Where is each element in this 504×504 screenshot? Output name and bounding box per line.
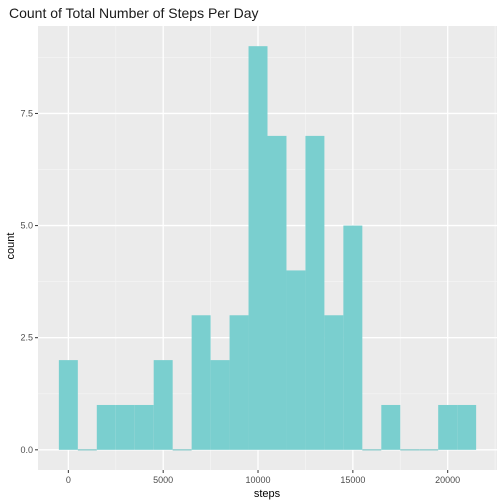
histogram-bars bbox=[58, 46, 477, 451]
y-tick-label: 2.5 bbox=[20, 333, 33, 343]
histogram-bar bbox=[248, 46, 268, 450]
histogram-bar bbox=[438, 404, 458, 450]
y-tick-label: 7.5 bbox=[20, 108, 33, 118]
histogram-bar bbox=[134, 404, 154, 450]
histogram-bar bbox=[381, 404, 401, 450]
x-tick-label: 15000 bbox=[340, 475, 365, 485]
y-axis-ticks: 0.0 2.5 5.0 7.5 bbox=[20, 108, 38, 455]
x-tick-label: 5000 bbox=[153, 475, 173, 485]
histogram-bar bbox=[343, 225, 363, 450]
x-axis-ticks: 0 5000 10000 15000 20000 bbox=[66, 470, 460, 485]
histogram-bar bbox=[191, 315, 211, 450]
chart-title: Count of Total Number of Steps Per Day bbox=[9, 5, 259, 21]
histogram-bar bbox=[210, 360, 230, 450]
y-axis-label: count bbox=[5, 233, 17, 260]
histogram-bar bbox=[457, 404, 477, 450]
histogram-bar bbox=[58, 360, 78, 450]
x-axis-label: steps bbox=[254, 488, 281, 500]
histogram-bar bbox=[229, 315, 249, 450]
histogram-bar bbox=[96, 404, 116, 450]
histogram-bar bbox=[305, 135, 325, 450]
histogram-bar bbox=[115, 404, 135, 450]
histogram-bar bbox=[286, 270, 306, 450]
x-tick-label: 0 bbox=[66, 475, 71, 485]
y-tick-label: 5.0 bbox=[20, 221, 33, 231]
histogram-bar bbox=[324, 315, 344, 450]
histogram-bar bbox=[153, 360, 173, 450]
y-tick-label: 0.0 bbox=[20, 445, 33, 455]
histogram-bar bbox=[267, 135, 287, 450]
x-tick-label: 10000 bbox=[246, 475, 271, 485]
x-tick-label: 20000 bbox=[435, 475, 460, 485]
